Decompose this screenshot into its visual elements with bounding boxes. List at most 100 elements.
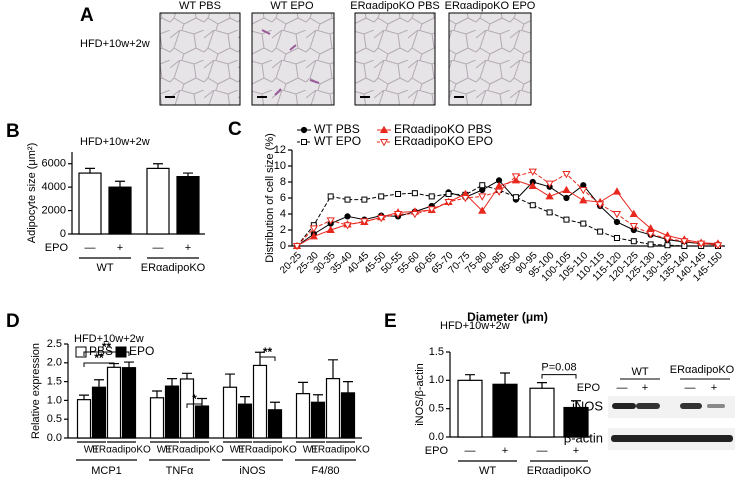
blot-group: WT [631, 366, 648, 378]
x-axis-label: Diameter (μm) [467, 310, 548, 324]
error-bar [240, 396, 250, 405]
point [595, 201, 605, 209]
annotation: ** [94, 351, 104, 365]
error-bar [85, 167, 95, 174]
error-bar [182, 372, 192, 379]
point [546, 209, 553, 216]
error-bar [571, 400, 581, 408]
blot-membrane [608, 396, 735, 418]
y-tick-label: 1.5 [47, 376, 62, 388]
point [445, 191, 452, 197]
bar [563, 406, 589, 438]
series-line [296, 184, 718, 247]
scale-bar [360, 96, 370, 98]
point [579, 196, 588, 204]
blot-level: + [711, 382, 717, 394]
bar [529, 387, 555, 438]
legend-label: WT PBS [314, 122, 360, 136]
x-tick-label: F4/80 [311, 465, 339, 477]
x-tick-label: — [465, 445, 476, 457]
blot: WT ERαadipoKO EPO — + — + iNOS β-actin [564, 364, 735, 450]
error-bar [153, 163, 163, 169]
bar [222, 386, 238, 439]
bar [149, 397, 165, 439]
chart-title: HFD+10w+2w [74, 333, 144, 345]
point [444, 199, 453, 207]
point [629, 209, 638, 217]
group-label: WT [479, 465, 496, 477]
significance [83, 362, 115, 367]
legend-marker [379, 125, 389, 133]
point [663, 235, 672, 244]
bar [295, 393, 311, 439]
bar [267, 409, 283, 439]
point [697, 240, 706, 248]
bar [76, 399, 92, 439]
point [528, 181, 537, 189]
y-tick-label: 1.5 [429, 346, 444, 358]
x-tick-label: + [502, 445, 508, 457]
scale-bar [165, 96, 175, 98]
series-line [296, 179, 719, 247]
x-tick-label: + [573, 445, 579, 457]
point [395, 191, 402, 197]
y-axis-label: Distribution of cell size (%) [264, 133, 276, 263]
point [494, 188, 504, 196]
bar [121, 367, 137, 439]
point [563, 216, 570, 223]
image-title: WT EPO [270, 0, 314, 12]
annotation: ** [263, 345, 273, 359]
y-tick-label: 2.5 [47, 338, 62, 350]
annotation: * [192, 392, 197, 406]
group-label: ERαadipoKO [92, 445, 151, 456]
point [343, 222, 352, 230]
micrograph [354, 12, 436, 106]
point [292, 243, 302, 251]
scale-bar [257, 96, 267, 98]
y-tick-label: 0.5 [429, 403, 444, 415]
significance [83, 351, 130, 356]
blot-level: — [685, 382, 696, 394]
y-tick-label: 1.0 [429, 374, 444, 386]
point [511, 173, 521, 181]
point [664, 242, 671, 249]
y-axis-label: Relative expression [30, 343, 42, 439]
point [713, 242, 723, 250]
bar [252, 364, 268, 439]
point [411, 190, 418, 197]
significance [186, 403, 203, 408]
y-tick-label: 12 [274, 144, 286, 156]
point [529, 202, 536, 209]
error-bar [328, 359, 338, 379]
y-tick-label: 0.0 [429, 431, 444, 443]
bar [310, 401, 326, 439]
y-tick-label: 8 [280, 176, 286, 188]
point [327, 193, 334, 200]
point [326, 217, 335, 225]
y-tick-label: 10 [274, 160, 286, 172]
legend-marker [379, 139, 389, 147]
y-tick-label: 2.0 [47, 357, 62, 369]
x-tick-label: iNOS [239, 465, 265, 477]
error-bar [500, 372, 510, 385]
bar [340, 392, 356, 439]
group-label: ERαadipoKO [238, 445, 297, 456]
point [629, 223, 638, 231]
point [326, 225, 335, 233]
point [680, 238, 689, 246]
bar [164, 385, 180, 439]
point [378, 193, 385, 200]
point [410, 211, 420, 219]
point [646, 224, 655, 232]
scale-bar [454, 96, 464, 98]
x-tick-label: TNFα [166, 465, 194, 477]
y-axis-label: Adipocyte size (μm²) [26, 143, 38, 243]
error-bar [124, 361, 134, 368]
point [478, 206, 487, 214]
group-label: WT [96, 262, 113, 274]
panel-label: A [80, 5, 94, 26]
point [613, 218, 621, 226]
point [361, 196, 368, 203]
band [707, 404, 725, 408]
